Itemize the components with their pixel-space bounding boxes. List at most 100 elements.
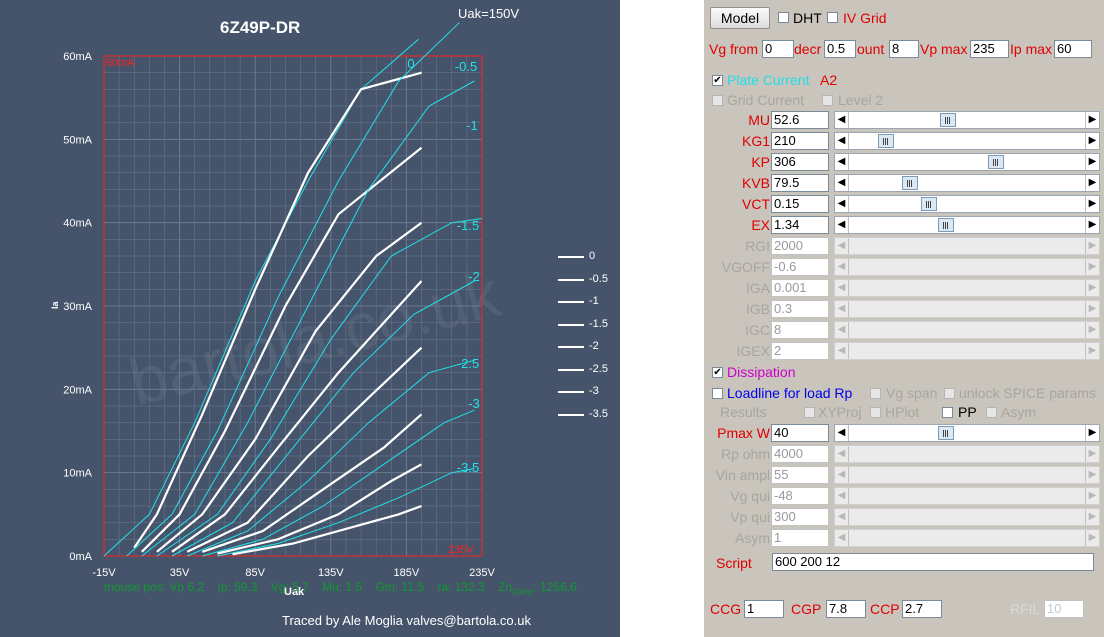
- param-kg1-slider[interactable]: ◀ ▶: [834, 132, 1100, 150]
- plot-area[interactable]: 6Z49P-DR Uak=150V bartola.co.uk 60mA 235…: [0, 0, 620, 637]
- slider-left-arrow-icon[interactable]: ◀: [835, 133, 849, 149]
- vg-span-checkbox[interactable]: [870, 388, 881, 399]
- param-kp-slider[interactable]: ◀ ▶: [834, 153, 1100, 171]
- slider-right-arrow-icon[interactable]: ▶: [1085, 217, 1099, 233]
- param-kvb-input[interactable]: 79.5: [771, 174, 829, 192]
- characteristic-chart[interactable]: bartola.co.uk 60mA 235V 0mA10mA20mA30mA4…: [0, 0, 620, 637]
- level2-checkbox[interactable]: [822, 95, 833, 106]
- xyproj-checkbox[interactable]: [804, 407, 815, 418]
- slider-right-arrow-icon[interactable]: ▶: [1085, 343, 1099, 359]
- param-vgoff-input[interactable]: -0.6: [771, 258, 829, 276]
- iv-grid-checkbox[interactable]: [827, 12, 838, 23]
- vp-max-input[interactable]: 235: [970, 40, 1009, 58]
- param-mu-slider[interactable]: ◀ ▶: [834, 111, 1100, 129]
- loadline-checkbox[interactable]: [712, 388, 723, 399]
- slider-right-arrow-icon[interactable]: ▶: [1085, 530, 1099, 546]
- pp-checkbox[interactable]: [942, 407, 953, 418]
- decr-input[interactable]: 0.5: [824, 40, 856, 58]
- load-vin-ampl-slider[interactable]: ◀ ▶: [834, 466, 1100, 484]
- slider-left-arrow-icon[interactable]: ◀: [835, 343, 849, 359]
- slider-right-arrow-icon[interactable]: ▶: [1085, 425, 1099, 441]
- slider-right-arrow-icon[interactable]: ▶: [1085, 196, 1099, 212]
- param-iga-slider[interactable]: ◀ ▶: [834, 279, 1100, 297]
- asym-checkbox[interactable]: [986, 407, 997, 418]
- load-asym-slider[interactable]: ◀ ▶: [834, 529, 1100, 547]
- param-vct-input[interactable]: 0.15: [771, 195, 829, 213]
- param-igc-input[interactable]: 8: [771, 321, 829, 339]
- slider-left-arrow-icon[interactable]: ◀: [835, 467, 849, 483]
- slider-right-arrow-icon[interactable]: ▶: [1085, 322, 1099, 338]
- param-vct-slider[interactable]: ◀ ▶: [834, 195, 1100, 213]
- load-asym-input[interactable]: 1: [771, 529, 829, 547]
- param-igex-slider[interactable]: ◀ ▶: [834, 342, 1100, 360]
- slider-right-arrow-icon[interactable]: ▶: [1085, 133, 1099, 149]
- slider-thumb[interactable]: [937, 426, 954, 440]
- load-vp-qui-input[interactable]: 300: [771, 508, 829, 526]
- hplot-checkbox[interactable]: [870, 407, 881, 418]
- param-rgi-input[interactable]: 2000: [771, 237, 829, 255]
- slider-right-arrow-icon[interactable]: ▶: [1085, 509, 1099, 525]
- slider-thumb[interactable]: [901, 176, 918, 190]
- slider-right-arrow-icon[interactable]: ▶: [1085, 112, 1099, 128]
- slider-left-arrow-icon[interactable]: ◀: [835, 488, 849, 504]
- param-igb-input[interactable]: 0.3: [771, 300, 829, 318]
- slider-left-arrow-icon[interactable]: ◀: [835, 301, 849, 317]
- slider-left-arrow-icon[interactable]: ◀: [835, 238, 849, 254]
- slider-left-arrow-icon[interactable]: ◀: [835, 154, 849, 170]
- param-ex-input[interactable]: 1.34: [771, 216, 829, 234]
- slider-thumb[interactable]: [937, 218, 954, 232]
- param-igc-slider[interactable]: ◀ ▶: [834, 321, 1100, 339]
- slider-left-arrow-icon[interactable]: ◀: [835, 509, 849, 525]
- ccp-input[interactable]: 2.7: [902, 600, 942, 618]
- rfil-input[interactable]: 10: [1044, 600, 1084, 618]
- dissipation-checkbox[interactable]: ✔: [712, 367, 723, 378]
- model-button[interactable]: Model: [710, 7, 770, 29]
- grid-current-checkbox[interactable]: [712, 95, 723, 106]
- slider-left-arrow-icon[interactable]: ◀: [835, 112, 849, 128]
- ccg-input[interactable]: 1: [744, 600, 784, 618]
- param-iga-input[interactable]: 0.001: [771, 279, 829, 297]
- slider-left-arrow-icon[interactable]: ◀: [835, 175, 849, 191]
- plate-current-checkbox[interactable]: ✔: [712, 75, 723, 86]
- load-pmax-w-slider[interactable]: ◀ ▶: [834, 424, 1100, 442]
- slider-right-arrow-icon[interactable]: ▶: [1085, 280, 1099, 296]
- load-vp-qui-slider[interactable]: ◀ ▶: [834, 508, 1100, 526]
- load-vin-ampl-input[interactable]: 55: [771, 466, 829, 484]
- vg-from-input[interactable]: 0: [762, 40, 794, 58]
- cgp-input[interactable]: 7.8: [826, 600, 866, 618]
- slider-thumb[interactable]: [878, 134, 895, 148]
- slider-right-arrow-icon[interactable]: ▶: [1085, 467, 1099, 483]
- slider-right-arrow-icon[interactable]: ▶: [1085, 446, 1099, 462]
- param-rgi-slider[interactable]: ◀ ▶: [834, 237, 1100, 255]
- slider-right-arrow-icon[interactable]: ▶: [1085, 488, 1099, 504]
- param-kp-input[interactable]: 306: [771, 153, 829, 171]
- param-kvb-slider[interactable]: ◀ ▶: [834, 174, 1100, 192]
- load-rp-ohm-slider[interactable]: ◀ ▶: [834, 445, 1100, 463]
- param-ex-slider[interactable]: ◀ ▶: [834, 216, 1100, 234]
- slider-right-arrow-icon[interactable]: ▶: [1085, 238, 1099, 254]
- param-vgoff-slider[interactable]: ◀ ▶: [834, 258, 1100, 276]
- load-pmax-w-input[interactable]: 40: [771, 424, 829, 442]
- slider-right-arrow-icon[interactable]: ▶: [1085, 154, 1099, 170]
- load-rp-ohm-input[interactable]: 4000: [771, 445, 829, 463]
- slider-left-arrow-icon[interactable]: ◀: [835, 446, 849, 462]
- param-igex-input[interactable]: 2: [771, 342, 829, 360]
- script-input[interactable]: 600 200 12: [772, 553, 1094, 571]
- slider-left-arrow-icon[interactable]: ◀: [835, 530, 849, 546]
- slider-right-arrow-icon[interactable]: ▶: [1085, 175, 1099, 191]
- param-mu-input[interactable]: 52.6: [771, 111, 829, 129]
- slider-left-arrow-icon[interactable]: ◀: [835, 322, 849, 338]
- slider-left-arrow-icon[interactable]: ◀: [835, 217, 849, 233]
- dht-checkbox[interactable]: [778, 12, 789, 23]
- ip-max-input[interactable]: 60: [1054, 40, 1092, 58]
- slider-right-arrow-icon[interactable]: ▶: [1085, 259, 1099, 275]
- slider-thumb[interactable]: [939, 113, 956, 127]
- slider-left-arrow-icon[interactable]: ◀: [835, 425, 849, 441]
- load-vg-qui-input[interactable]: -48: [771, 487, 829, 505]
- slider-thumb[interactable]: [987, 155, 1004, 169]
- slider-left-arrow-icon[interactable]: ◀: [835, 259, 849, 275]
- slider-left-arrow-icon[interactable]: ◀: [835, 196, 849, 212]
- slider-left-arrow-icon[interactable]: ◀: [835, 280, 849, 296]
- param-kg1-input[interactable]: 210: [771, 132, 829, 150]
- count-input[interactable]: 8: [889, 40, 919, 58]
